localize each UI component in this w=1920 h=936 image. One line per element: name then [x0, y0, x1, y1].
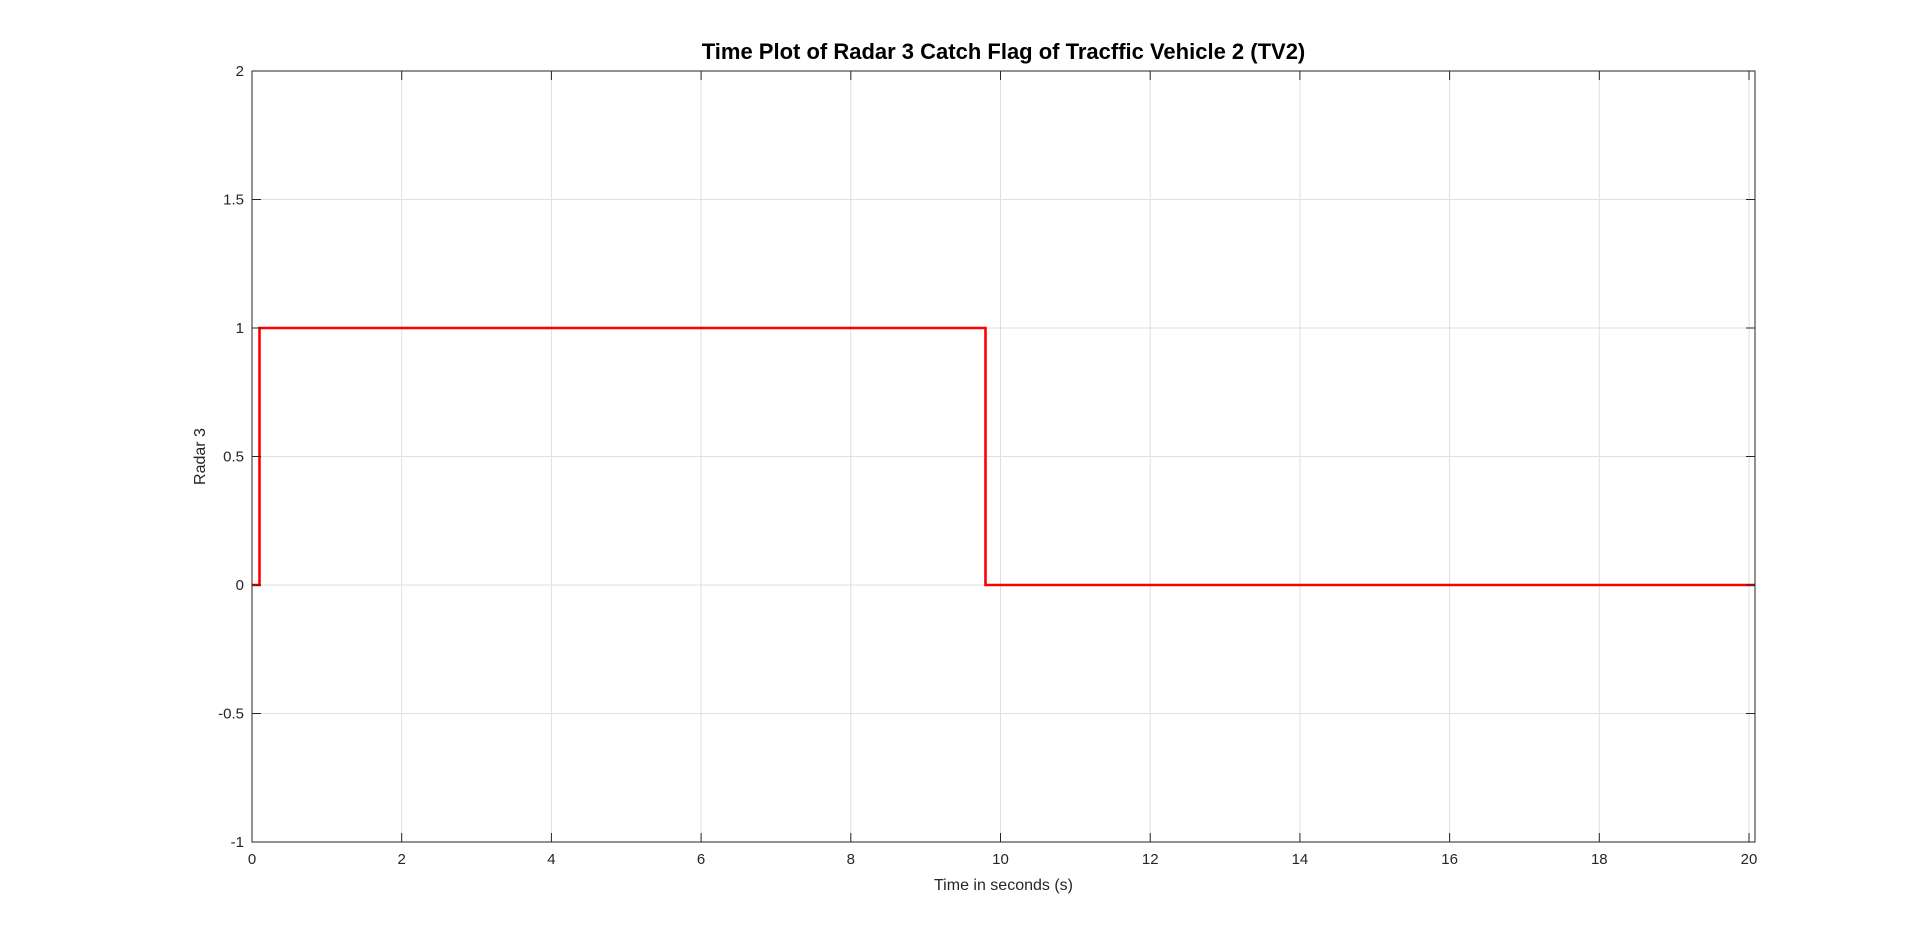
x-tick-label: 12	[1142, 851, 1159, 868]
y-tick-label: -0.5	[218, 706, 244, 723]
x-tick-label: 18	[1591, 851, 1608, 868]
x-tick-labels: 0 2 4 6 8 10 12 14 16 18 20	[248, 851, 1758, 868]
y-tick-label: 0.5	[223, 449, 244, 466]
x-tick-label: 14	[1292, 851, 1309, 868]
x-axis-label: Time in seconds (s)	[934, 877, 1073, 894]
chart-title: Time Plot of Radar 3 Catch Flag of Tracf…	[702, 39, 1306, 64]
y-tick-label: 1.5	[223, 192, 244, 209]
x-tick-label: 20	[1741, 851, 1758, 868]
tick-marks	[251, 70, 1755, 843]
x-tick-label: 4	[547, 851, 555, 868]
x-tick-label: 16	[1441, 851, 1458, 868]
x-tick-label: 8	[847, 851, 855, 868]
y-tick-label: -1	[231, 834, 244, 851]
x-tick-label: 0	[248, 851, 256, 868]
x-tick-label: 10	[992, 851, 1009, 868]
y-tick-label: 0	[236, 577, 244, 594]
y-tick-label: 1	[236, 320, 244, 337]
x-tick-label: 6	[697, 851, 705, 868]
x-tick-label: 2	[398, 851, 406, 868]
y-axis-label: Radar 3	[192, 428, 209, 485]
y-tick-labels: -1 -0.5 0 0.5 1 1.5 2	[218, 63, 244, 851]
y-tick-label: 2	[236, 63, 244, 80]
